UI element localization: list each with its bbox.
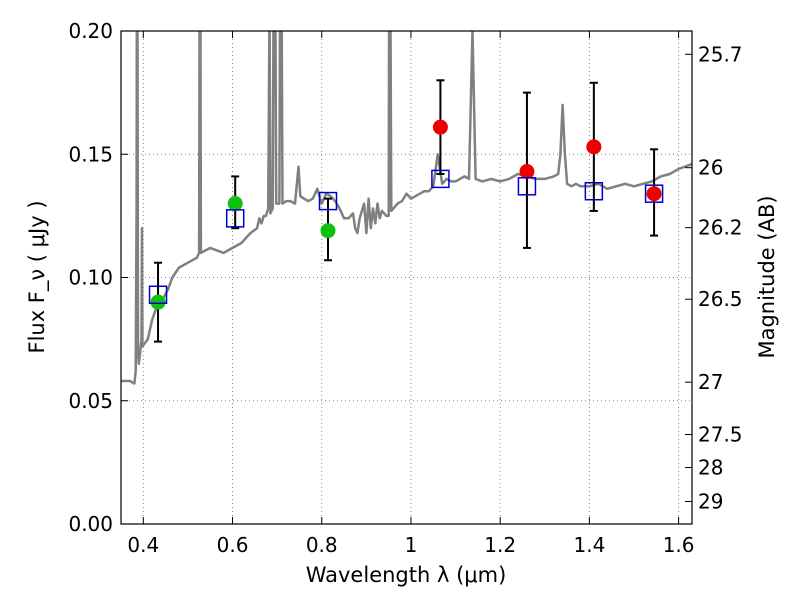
mag-tick-label: 26.2: [698, 216, 743, 240]
observed-flux-point: [227, 196, 243, 212]
model-spectrum-line: [121, 31, 692, 385]
grid-lines: [121, 30, 692, 525]
y-tick-label: 0.20: [68, 19, 113, 43]
observed-flux-point: [320, 223, 336, 239]
mag-tick-label: 27: [698, 370, 723, 394]
mag-tick-label: 26: [698, 156, 723, 180]
observed-flux-point: [646, 186, 662, 202]
mag-tick-label: 25.7: [698, 42, 743, 66]
y-axis-label: Flux F_ν ( μJy ): [25, 200, 50, 353]
model-flux-square: [148, 285, 168, 305]
mag-tick-label: 27.5: [698, 423, 743, 447]
tick-labels: 0.4 0.6 0.8 1 1.2 1.4 1.6 0.00 0.05 0.10 0.15 0.20 2…: [68, 19, 742, 557]
y-tick-label: 0.05: [68, 389, 113, 413]
y-tick-label: 0.00: [68, 512, 113, 536]
axes: [120, 30, 693, 525]
mag-tick-label: 29: [698, 490, 723, 514]
plot-area: [121, 31, 692, 385]
model-flux-square: [517, 177, 537, 196]
model-flux-square: [431, 169, 450, 189]
mag-tick-label: 28: [698, 456, 723, 480]
x-tick-label: 0.4: [127, 533, 159, 557]
observed-flux-point: [432, 119, 448, 135]
tick-marks: [121, 30, 692, 525]
model-flux-square: [318, 191, 338, 211]
x-tick-label: 1.4: [573, 533, 605, 557]
x-tick-label: 0.6: [217, 533, 249, 557]
x-tick-label: 1.6: [663, 533, 695, 557]
x-axis-label: Wavelength λ (μm): [306, 563, 507, 587]
y-tick-label: 0.10: [68, 266, 113, 290]
x-tick-label: 1.2: [484, 533, 516, 557]
observed-flux-point: [519, 164, 535, 180]
observed-flux-point: [150, 294, 166, 310]
plot-frame: [120, 30, 693, 525]
model-flux-square: [584, 181, 604, 201]
mag-tick-label: 26.5: [698, 287, 743, 311]
observed-flux-point: [586, 139, 602, 155]
x-tick-label: 1: [405, 533, 418, 557]
model-flux-square: [644, 184, 664, 203]
y-tick-label: 0.15: [68, 142, 113, 166]
x-tick-label: 0.8: [306, 533, 338, 557]
model-flux-square: [225, 209, 245, 228]
right-axis-label: Magnitude (AB): [755, 195, 779, 358]
